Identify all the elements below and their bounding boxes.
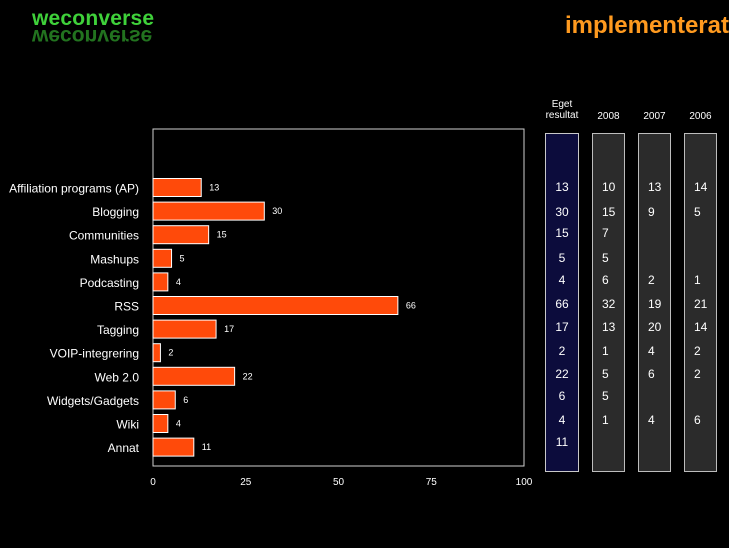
x-tick-label: 25 xyxy=(240,477,252,488)
table-cell: 2 xyxy=(694,344,701,358)
table-cell: 10 xyxy=(602,180,616,194)
category-label: Widgets/Gadgets xyxy=(47,394,139,408)
table-cell: 66 xyxy=(555,297,569,311)
category-label: Podcasting xyxy=(80,276,139,290)
data-label: 11 xyxy=(202,442,211,452)
data-label: 30 xyxy=(272,206,282,216)
bar xyxy=(152,178,202,197)
category-label: Tagging xyxy=(97,323,139,337)
bar xyxy=(152,225,210,245)
table-cell: 14 xyxy=(694,320,708,334)
bar xyxy=(152,272,169,292)
table-cell: 6 xyxy=(648,367,655,381)
table-cell: 13 xyxy=(555,180,569,194)
table-cell: 1 xyxy=(602,344,609,358)
bar xyxy=(152,437,195,457)
x-tick-label: 0 xyxy=(150,477,156,488)
table-cell: 4 xyxy=(648,413,655,427)
table-cell: 5 xyxy=(602,367,609,381)
table-cell: 1 xyxy=(694,273,701,287)
bar xyxy=(152,343,161,363)
bar xyxy=(152,366,236,386)
table-cell: 13 xyxy=(648,180,662,194)
table-cell: 15 xyxy=(555,226,569,240)
data-label: 4 xyxy=(176,419,181,429)
category-label: Annat xyxy=(108,441,140,455)
year-column xyxy=(638,133,671,472)
bar xyxy=(152,390,176,410)
data-label: 4 xyxy=(176,277,181,287)
table-cell: 5 xyxy=(602,389,609,403)
data-label: 66 xyxy=(406,301,416,311)
x-tick-label: 50 xyxy=(333,477,345,488)
table-cell: 15 xyxy=(602,205,616,219)
data-label: 15 xyxy=(217,230,227,240)
table-cell: 6 xyxy=(694,413,701,427)
year-column xyxy=(592,133,625,472)
column-header: 2008 xyxy=(597,111,620,122)
table-cell: 5 xyxy=(694,205,701,219)
table-cell: 2 xyxy=(694,367,701,381)
category-label: Wiki xyxy=(116,418,139,432)
table-cell: 9 xyxy=(648,205,655,219)
category-label: Communities xyxy=(69,229,139,243)
table-cell: 6 xyxy=(602,273,609,287)
table-cell: 7 xyxy=(602,226,609,240)
table-cell: 5 xyxy=(558,251,566,265)
table-cell: 2 xyxy=(558,344,566,358)
table-cell: 14 xyxy=(694,180,708,194)
x-tick-label: 100 xyxy=(516,477,533,488)
column-header: Eget resultat xyxy=(545,99,579,121)
bar xyxy=(152,319,217,339)
table-cell: 30 xyxy=(555,205,569,219)
own-result-column xyxy=(545,133,579,472)
table-cell: 4 xyxy=(558,413,566,427)
data-label: 2 xyxy=(168,348,173,358)
bar xyxy=(152,248,173,268)
table-cell: 20 xyxy=(648,320,662,334)
data-label: 5 xyxy=(180,253,185,263)
data-label: 6 xyxy=(183,395,188,405)
column-header: 2006 xyxy=(689,111,712,122)
table-cell: 5 xyxy=(602,251,609,265)
table-cell: 21 xyxy=(694,297,708,311)
table-cell: 19 xyxy=(648,297,662,311)
category-label: Web 2.0 xyxy=(95,370,140,384)
table-cell: 4 xyxy=(648,344,655,358)
page-title: implementerat xyxy=(564,12,729,39)
table-cell: 1 xyxy=(602,413,609,427)
category-label: Blogging xyxy=(92,205,139,219)
data-label: 22 xyxy=(243,371,253,381)
table-cell: 22 xyxy=(555,367,569,381)
year-column xyxy=(684,133,717,472)
category-label: Mashups xyxy=(90,252,139,266)
logo: weconverse weconverse xyxy=(32,7,155,45)
table-cell: 11 xyxy=(555,435,569,449)
bar xyxy=(152,201,265,221)
column-header: 2007 xyxy=(643,111,666,122)
category-label: Affiliation programs (AP) xyxy=(9,182,139,196)
bar xyxy=(152,414,169,433)
data-label: 17 xyxy=(224,324,234,334)
table-cell: 2 xyxy=(648,273,655,287)
category-label: RSS xyxy=(114,300,139,314)
table-cell: 6 xyxy=(558,389,566,403)
table-cell: 13 xyxy=(602,320,616,334)
table-cell: 4 xyxy=(558,273,566,287)
bar xyxy=(152,296,399,315)
table-cell: 17 xyxy=(555,320,569,334)
category-label: VOIP-integrering xyxy=(50,347,139,361)
logo-text: weconverse xyxy=(32,7,155,30)
x-tick-label: 75 xyxy=(426,477,438,488)
table-cell: 32 xyxy=(602,297,616,311)
data-label: 13 xyxy=(209,183,219,193)
